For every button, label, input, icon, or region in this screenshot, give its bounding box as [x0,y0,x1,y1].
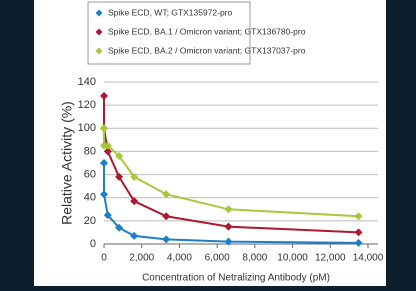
y-tick-label: 100 [78,122,96,134]
x-axis-title: Concentration of Netralizing Antibody (p… [142,273,330,284]
y-tick-label: 120 [78,99,96,111]
y-tick-label: 140 [78,76,96,88]
y-tick-label: 40 [84,192,96,204]
legend-label: Spike ECD, WT; GTX135972-pro [108,7,233,17]
x-tick-label: 8,000 [242,253,267,264]
y-tick-label: 20 [84,215,96,227]
x-tick-label: 4,000 [167,253,192,264]
y-tick-label: 60 [84,168,96,180]
x-tick-label: 14,000 [353,253,384,264]
x-tick-label: 10,000 [277,253,308,264]
legend-label: Spike ECD, BA.1 / Omicron variant; GTX13… [108,26,306,36]
y-tick-label: 0 [90,238,96,250]
y-tick-label: 80 [84,145,96,157]
x-tick-label: 0 [101,253,107,264]
x-tick-label: 2,000 [129,253,154,264]
legend-label: Spike ECD, BA.2 / Omicron variant; GTX13… [108,45,306,55]
y-axis-title: Relative Activity (%) [59,101,75,225]
x-tick-label: 6,000 [205,253,230,264]
x-tick-label: 12,000 [315,253,346,264]
chart: Relative Activity (%) Concentration of N… [0,0,416,286]
